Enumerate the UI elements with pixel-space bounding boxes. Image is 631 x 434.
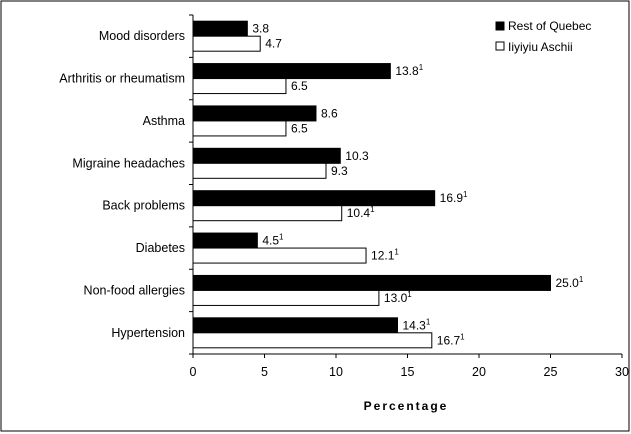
bar-rest-of-quebec-mood-disorders (192, 20, 248, 37)
bar-iiyiyiu-aschii-back-problems (192, 205, 343, 222)
value-label-iiyiyiu-aschii-diabetes: 12.11 (371, 248, 399, 263)
bars (192, 20, 551, 349)
x-tick-label-5: 5 (261, 365, 268, 379)
x-axis-title: Percentage (364, 399, 449, 413)
x-tick-label-30: 30 (615, 365, 629, 379)
tick-labels: 0 5 10 15 20 25 30 (190, 365, 629, 379)
category-labels: Mood disorders Arthritis or rheumatism Ast… (59, 29, 185, 340)
bar-iiyiyiu-aschii-migraine-headaches (192, 162, 327, 179)
value-label-rest-of-quebec-diabetes: 4.51 (262, 233, 284, 248)
category-label-hypertension: Hypertension (111, 326, 185, 340)
value-label-rest-of-quebec-non-food-allergies: 25.01 (556, 275, 584, 290)
value-label-rest-of-quebec-arthritis-or-rheumatism: 13.81 (395, 63, 423, 78)
legend-label-iiyiyiu-aschii: Iiyiyiu Aschii (508, 40, 573, 54)
category-label-back-problems: Back problems (102, 199, 185, 213)
legend-swatch-iiyiyiu-aschii (495, 41, 505, 51)
bar-rest-of-quebec-back-problems (192, 190, 436, 207)
legend-swatch-rest-of-quebec (495, 21, 505, 31)
footnote-marker: 1 (370, 205, 375, 214)
x-tick-label-15: 15 (401, 365, 415, 379)
footnote-marker: 1 (419, 63, 424, 72)
bar-rest-of-quebec-non-food-allergies (192, 274, 551, 291)
value-label-iiyiyiu-aschii-asthma: 6.5 (291, 121, 308, 135)
value-label-rest-of-quebec-migraine-headaches: 10.3 (345, 149, 369, 163)
legend: Rest of Quebec Iiyiyiu Aschii (495, 19, 591, 54)
x-tick-label-20: 20 (472, 365, 486, 379)
footnote-marker: 1 (426, 317, 431, 326)
footnote-marker: 1 (460, 332, 465, 341)
value-label-iiyiyiu-aschii-back-problems: 10.41 (347, 205, 375, 220)
value-label-iiyiyiu-aschii-arthritis-or-rheumatism: 6.5 (291, 79, 308, 93)
footnote-marker: 1 (407, 290, 412, 299)
value-label-rest-of-quebec-hypertension: 14.31 (402, 317, 430, 332)
bar-iiyiyiu-aschii-asthma (192, 120, 287, 137)
value-label-rest-of-quebec-back-problems: 16.91 (440, 190, 468, 205)
bar-iiyiyiu-aschii-hypertension (192, 332, 433, 349)
bar-iiyiyiu-aschii-mood-disorders (192, 35, 261, 52)
bar-rest-of-quebec-migraine-headaches (192, 147, 341, 164)
value-labels: 3.84.7 13.81 6.5 8.6 6.5 10.39.3 16.91 10.41 4.5… (252, 22, 584, 348)
category-label-asthma: Asthma (143, 114, 185, 128)
category-label-arthritis-or-rheumatism: Arthritis or rheumatism (59, 72, 185, 86)
category-label-non-food-allergies: Non-food allergies (84, 283, 185, 297)
legend-label-rest-of-quebec: Rest of Quebec (508, 19, 591, 33)
bar-rest-of-quebec-diabetes (192, 232, 258, 249)
value-label-iiyiyiu-aschii-mood-disorders: 4.7 (265, 37, 282, 51)
bar-rest-of-quebec-arthritis-or-rheumatism (192, 63, 391, 80)
bar-iiyiyiu-aschii-diabetes (192, 247, 367, 264)
footnote-marker: 1 (579, 275, 584, 284)
value-label-iiyiyiu-aschii-non-food-allergies: 13.01 (384, 290, 412, 305)
footnote-marker: 1 (394, 248, 399, 257)
footnote-marker: 1 (279, 233, 284, 242)
value-label-iiyiyiu-aschii-migraine-headaches: 9.3 (331, 164, 348, 178)
category-label-diabetes: Diabetes (136, 241, 185, 255)
value-label-rest-of-quebec-asthma: 8.6 (321, 106, 338, 120)
x-tick-label-0: 0 (190, 365, 197, 379)
x-tick-label-10: 10 (329, 365, 343, 379)
bar-iiyiyiu-aschii-arthritis-or-rheumatism (192, 78, 287, 95)
bar-rest-of-quebec-hypertension (192, 317, 398, 334)
bar-rest-of-quebec-asthma (192, 105, 317, 122)
bar-iiyiyiu-aschii-non-food-allergies (192, 289, 380, 306)
value-label-rest-of-quebec-mood-disorders: 3.8 (252, 22, 269, 36)
value-label-iiyiyiu-aschii-hypertension: 16.71 (437, 332, 465, 347)
footnote-marker: 1 (463, 190, 468, 199)
category-label-mood-disorders: Mood disorders (99, 29, 185, 43)
x-tick-label-25: 25 (544, 365, 558, 379)
category-label-migraine-headaches: Migraine headaches (72, 156, 185, 170)
